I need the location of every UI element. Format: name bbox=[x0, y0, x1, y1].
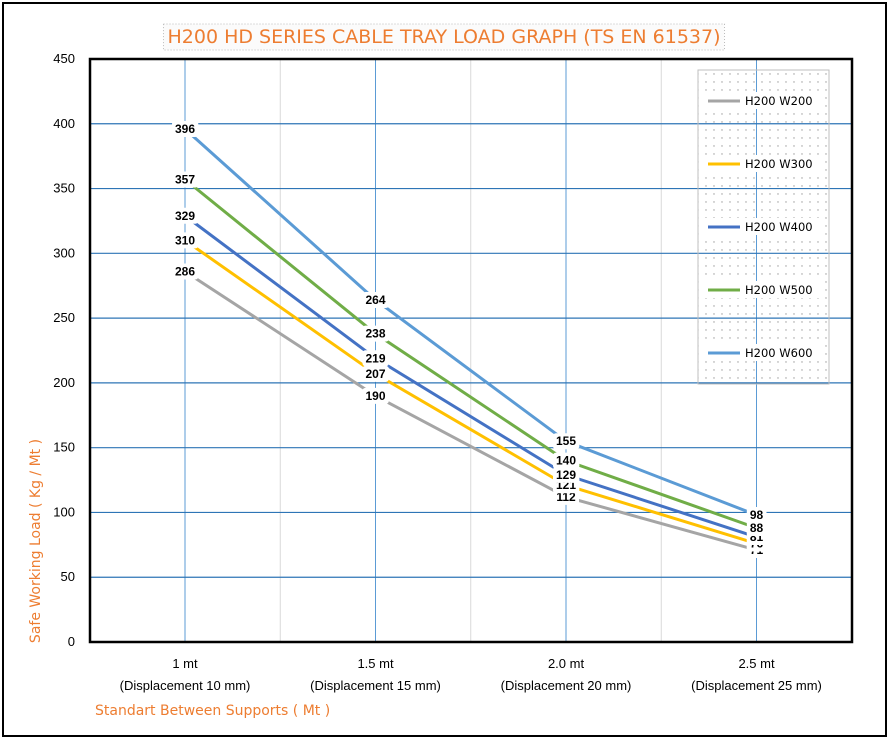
y-tick-label: 0 bbox=[68, 634, 75, 649]
data-label: 219 bbox=[365, 351, 385, 365]
legend-item: H200 W200 bbox=[704, 92, 824, 109]
y-tick-label: 250 bbox=[53, 310, 75, 325]
legend-item-bg bbox=[704, 218, 824, 235]
x-tick-label: 2.5 mt bbox=[738, 656, 775, 671]
y-axis-title: Safe Working Load ( Kg / Mt ) bbox=[28, 439, 44, 643]
data-label-bg bbox=[362, 325, 389, 342]
data-label-group: 140 bbox=[552, 452, 580, 469]
legend-label: H200 W400 bbox=[745, 220, 813, 234]
y-tick-label: 100 bbox=[53, 504, 75, 519]
data-label-bg bbox=[171, 207, 199, 224]
data-label-group: 310 bbox=[171, 232, 199, 249]
data-label: 98 bbox=[750, 508, 764, 522]
legend-label: H200 W500 bbox=[745, 283, 813, 297]
legend-item-bg bbox=[704, 344, 824, 361]
data-label-bg bbox=[362, 387, 389, 404]
legend-label: H200 W600 bbox=[745, 346, 813, 360]
series-line bbox=[184, 270, 757, 552]
data-label: 207 bbox=[365, 367, 385, 381]
data-label-bg bbox=[746, 519, 767, 536]
data-label-bg bbox=[171, 263, 199, 280]
data-label-group: 357 bbox=[171, 171, 199, 188]
data-label: 140 bbox=[556, 454, 576, 468]
chart-title: H200 HD SERIES CABLE TRAY LOAD GRAPH (TS… bbox=[167, 26, 720, 48]
data-label-group: 329 bbox=[171, 207, 199, 224]
plot-frame bbox=[88, 57, 854, 644]
data-label-group: 88 bbox=[746, 519, 767, 536]
data-label-bg bbox=[171, 120, 199, 137]
series-line bbox=[184, 214, 757, 539]
series-line bbox=[184, 239, 757, 545]
x-tick-label: 1 mt bbox=[172, 656, 198, 671]
data-label-bg bbox=[362, 350, 389, 367]
legend-item: H200 W300 bbox=[704, 155, 824, 172]
data-label-bg bbox=[552, 433, 580, 450]
data-label: 238 bbox=[365, 327, 385, 341]
x-tick-sublabel: (Displacement 10 mm) bbox=[120, 678, 251, 693]
data-labels: 2861901127131020712176329219129813572381… bbox=[171, 120, 767, 559]
legend-item-bg bbox=[704, 155, 824, 172]
legend-label: H200 W300 bbox=[745, 157, 813, 171]
legend-item-bg bbox=[704, 92, 824, 109]
data-label: 155 bbox=[556, 434, 576, 448]
data-label-group: 238 bbox=[362, 325, 389, 342]
data-label: 129 bbox=[556, 468, 576, 482]
data-label-bg bbox=[171, 171, 199, 188]
data-label: 88 bbox=[750, 521, 764, 535]
data-label-group: 219 bbox=[362, 350, 389, 367]
data-label: 190 bbox=[365, 389, 385, 403]
x-tick-sublabel: (Displacement 25 mm) bbox=[691, 678, 822, 693]
x-tick-label: 1.5 mt bbox=[357, 656, 394, 671]
data-label: 396 bbox=[175, 122, 195, 136]
legend-item-bg bbox=[704, 281, 824, 298]
y-tick-label: 450 bbox=[53, 51, 75, 66]
data-label-bg bbox=[552, 452, 580, 469]
data-label-group: 190 bbox=[362, 387, 389, 404]
series-lines bbox=[183, 127, 758, 552]
data-label-group: 129 bbox=[552, 466, 580, 483]
axes: 0 50 100 150 200 250 300 350 400 450 1 mt (Displace… bbox=[28, 51, 854, 719]
data-label-bg bbox=[362, 365, 389, 382]
y-tick-label: 150 bbox=[53, 440, 75, 455]
data-label-group: 155 bbox=[552, 433, 580, 450]
legend-item: H200 W600 bbox=[704, 344, 824, 361]
legend-item: H200 W500 bbox=[704, 281, 824, 298]
y-tick-label: 300 bbox=[53, 245, 75, 260]
legend: H200 W200 H200 W300 H200 W400 H200 W500 H200… bbox=[697, 69, 830, 385]
data-label: 310 bbox=[175, 233, 195, 247]
data-label: 112 bbox=[556, 490, 576, 504]
data-label-bg bbox=[746, 507, 767, 524]
data-label-group: 98 bbox=[746, 507, 767, 524]
legend-item: H200 W400 bbox=[704, 218, 824, 235]
data-label: 329 bbox=[175, 209, 195, 223]
data-label: 286 bbox=[175, 264, 195, 278]
x-tick-sublabel: (Displacement 15 mm) bbox=[310, 678, 441, 693]
chart-title-group: H200 HD SERIES CABLE TRAY LOAD GRAPH (TS… bbox=[162, 23, 726, 51]
y-tick-label: 400 bbox=[53, 116, 75, 131]
data-label-group: 207 bbox=[362, 365, 389, 382]
x-tick-sublabel: (Displacement 20 mm) bbox=[501, 678, 632, 693]
data-label-group: 396 bbox=[171, 120, 199, 137]
legend-label: H200 W200 bbox=[745, 94, 813, 108]
x-axis-title: Standart Between Supports ( Mt ) bbox=[95, 703, 330, 719]
data-label-group: 264 bbox=[362, 291, 389, 308]
data-label-group: 286 bbox=[171, 263, 199, 280]
y-tick-label: 350 bbox=[53, 181, 75, 196]
y-tick-label: 200 bbox=[53, 375, 75, 390]
y-tick-label: 50 bbox=[61, 569, 75, 584]
data-label: 357 bbox=[175, 172, 195, 186]
series-line bbox=[184, 178, 758, 530]
series-line bbox=[183, 127, 758, 517]
x-tick-label: 2.0 mt bbox=[548, 656, 585, 671]
data-label: 264 bbox=[365, 293, 385, 307]
data-label-bg bbox=[171, 232, 199, 249]
chart-title-box bbox=[162, 23, 726, 51]
data-label-bg bbox=[362, 291, 389, 308]
data-label-bg bbox=[552, 466, 580, 483]
